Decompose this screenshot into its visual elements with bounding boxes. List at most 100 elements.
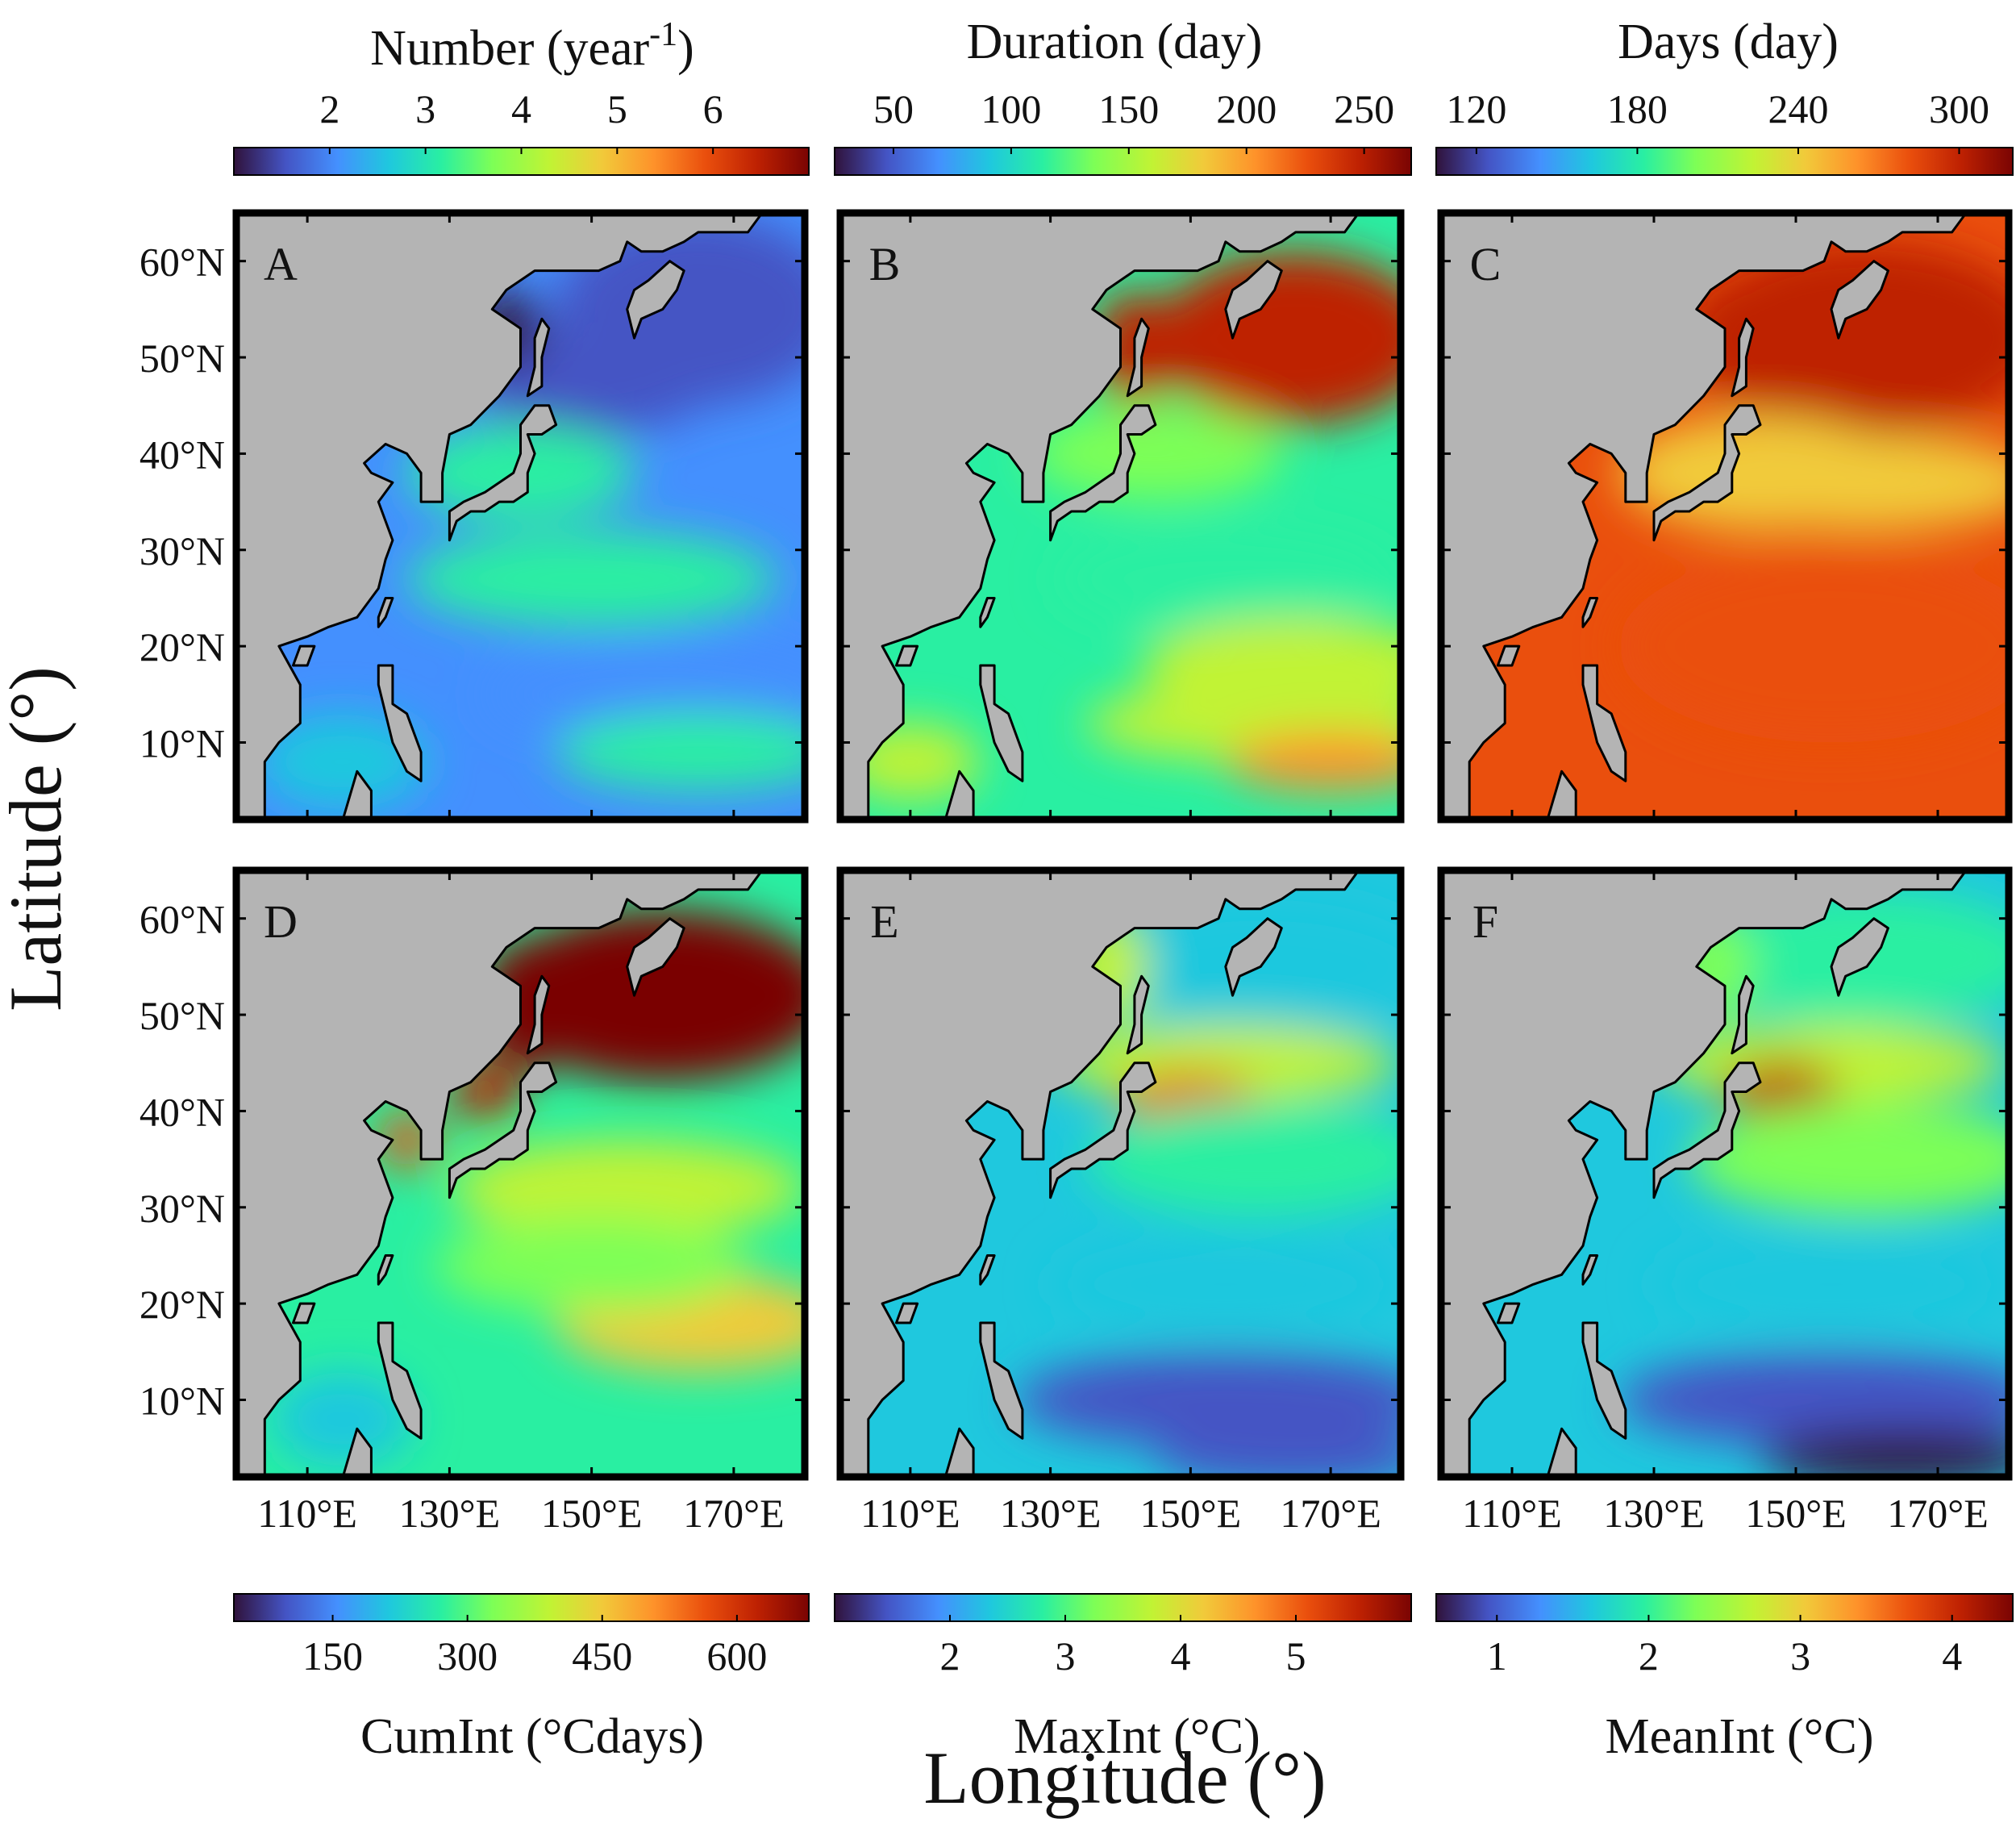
land-mass <box>895 1302 919 1324</box>
map-panel-d: D <box>232 866 809 1481</box>
colorbar-tick-label: 250 <box>1334 86 1394 131</box>
latitude-label: 30°N <box>140 528 225 573</box>
latitude-label: 30°N <box>140 1186 225 1231</box>
land-mass <box>1049 404 1157 542</box>
latitude-label: 50°N <box>140 336 225 381</box>
colorbar-number-title: Number (year-1) <box>370 16 694 76</box>
field-anomaly <box>1225 732 1401 791</box>
colorbar-tick-label: 300 <box>1929 86 1989 131</box>
longitude-label: 110°E <box>1462 1491 1562 1536</box>
field-anomaly <box>1029 405 1282 503</box>
colorbar-tick-label: 4 <box>1171 1633 1191 1679</box>
latitude-label: 20°N <box>140 624 225 669</box>
land-mass <box>526 317 551 398</box>
land-mass <box>1731 317 1755 398</box>
land-mass <box>377 1321 423 1440</box>
colorbar-duration-bar <box>834 147 1412 176</box>
latitude-label: 50°N <box>140 993 225 1038</box>
land-mass <box>377 597 394 628</box>
colorbar-tick-label: 200 <box>1216 86 1277 131</box>
land-mass <box>1581 1321 1627 1440</box>
longitude-label: 170°E <box>1280 1491 1381 1536</box>
colorbar-tick-label: 1 <box>1487 1633 1507 1679</box>
panel-frame <box>1437 866 2013 1481</box>
field-anomaly <box>406 530 777 628</box>
land-mass <box>1441 870 1968 1477</box>
colorbar-tick-label: 300 <box>437 1633 498 1679</box>
panel-letter: C <box>1470 238 1502 290</box>
colorbar-tick-label: 600 <box>706 1633 767 1679</box>
longitude-label: 150°E <box>1745 1491 1847 1536</box>
colorbar-tick-label: 240 <box>1768 86 1828 131</box>
field-anomaly <box>1618 549 2009 743</box>
land-mass <box>1581 664 1627 782</box>
land-mass <box>1830 260 1889 340</box>
land-mass <box>1126 317 1150 398</box>
panel-letter: B <box>869 238 901 290</box>
land-mass <box>1441 213 1968 820</box>
ocean-field-anomalies <box>840 251 1401 801</box>
colorbar-tick-label: 150 <box>1098 86 1159 131</box>
latitude-label: 20°N <box>140 1282 225 1327</box>
land-mass <box>1049 1061 1157 1199</box>
land-mass <box>840 213 1360 820</box>
land-mass <box>840 870 1360 1477</box>
field-anomaly <box>1689 1101 2009 1217</box>
colorbar-meanint: 1 2 3 4 MeanInt (°C) <box>1435 1593 2014 1764</box>
panel-frame <box>232 866 809 1481</box>
longitude-tick-labels: 110°E 130°E 150°E 170°E 110°E 130°E 150°E 170°E… <box>257 1491 1988 1536</box>
land-mass <box>1652 1061 1762 1199</box>
colorbar-tick-label: 3 <box>1056 1633 1076 1679</box>
x-axis-title: Longitude (°) <box>923 1737 1326 1819</box>
land-mass <box>1126 974 1150 1055</box>
land-mass <box>448 404 558 542</box>
colorbar-tick-label: 6 <box>703 86 723 131</box>
land-mass <box>1546 770 1577 820</box>
map-panel-f: F <box>1437 866 2013 1481</box>
colorbar-tick-label: 100 <box>981 86 1041 131</box>
longitude-label: 130°E <box>399 1491 501 1536</box>
colorbar-tick-label: 5 <box>607 86 627 131</box>
colorbar-meanint-title: MeanInt (°C) <box>1606 1709 1874 1764</box>
panel-frame <box>1437 209 2013 824</box>
colorbar-tick-label: 4 <box>511 86 531 131</box>
panel-letter: A <box>264 238 298 290</box>
land-mass <box>1830 917 1889 997</box>
panel-frame <box>836 209 1405 824</box>
field-anomaly <box>556 713 805 791</box>
field-anomaly <box>1057 530 1394 628</box>
land-mass <box>1652 404 1762 542</box>
longitude-label: 110°E <box>257 1491 357 1536</box>
panel-frame <box>836 866 1405 1481</box>
colorbar-tick-label: 2 <box>319 86 339 131</box>
land-mass <box>979 664 1024 782</box>
longitude-label: 110°E <box>860 1491 960 1536</box>
land-mass <box>1731 974 1755 1055</box>
land-mass <box>943 1427 975 1477</box>
field-anomaly <box>1155 251 1401 425</box>
map-panel-a: A <box>232 209 809 824</box>
field-anomaly <box>1689 434 2009 531</box>
land-mass <box>1581 597 1599 628</box>
longitude-label: 130°E <box>1603 1491 1705 1536</box>
colorbar-tick-label: 3 <box>415 86 435 131</box>
colorbar-duration: Duration (day) 50 100 150 200 250 <box>834 15 1412 176</box>
land-mass <box>979 597 996 628</box>
field-anomaly <box>257 713 428 811</box>
map-panel-c: C <box>1437 209 2013 824</box>
colorbar-maxint: 2 3 4 5 MaxInt (°C) <box>834 1593 1412 1764</box>
map-panel-e: E <box>836 866 1405 1481</box>
latitude-label: 60°N <box>140 240 225 285</box>
colorbar-number: Number (year-1) 2 3 4 5 6 <box>233 16 810 176</box>
land-mass <box>626 260 685 340</box>
colorbar-tick-label: 150 <box>302 1633 363 1679</box>
land-mass <box>1224 917 1283 997</box>
colorbar-duration-title: Duration (day) <box>967 15 1263 69</box>
land-mass <box>377 1254 394 1286</box>
colorbar-days-bar <box>1435 147 2014 176</box>
land-mass <box>1224 260 1283 340</box>
colorbar-maxint-bar <box>834 1593 1412 1622</box>
land-mass <box>236 213 764 820</box>
land-mass <box>292 1302 316 1324</box>
